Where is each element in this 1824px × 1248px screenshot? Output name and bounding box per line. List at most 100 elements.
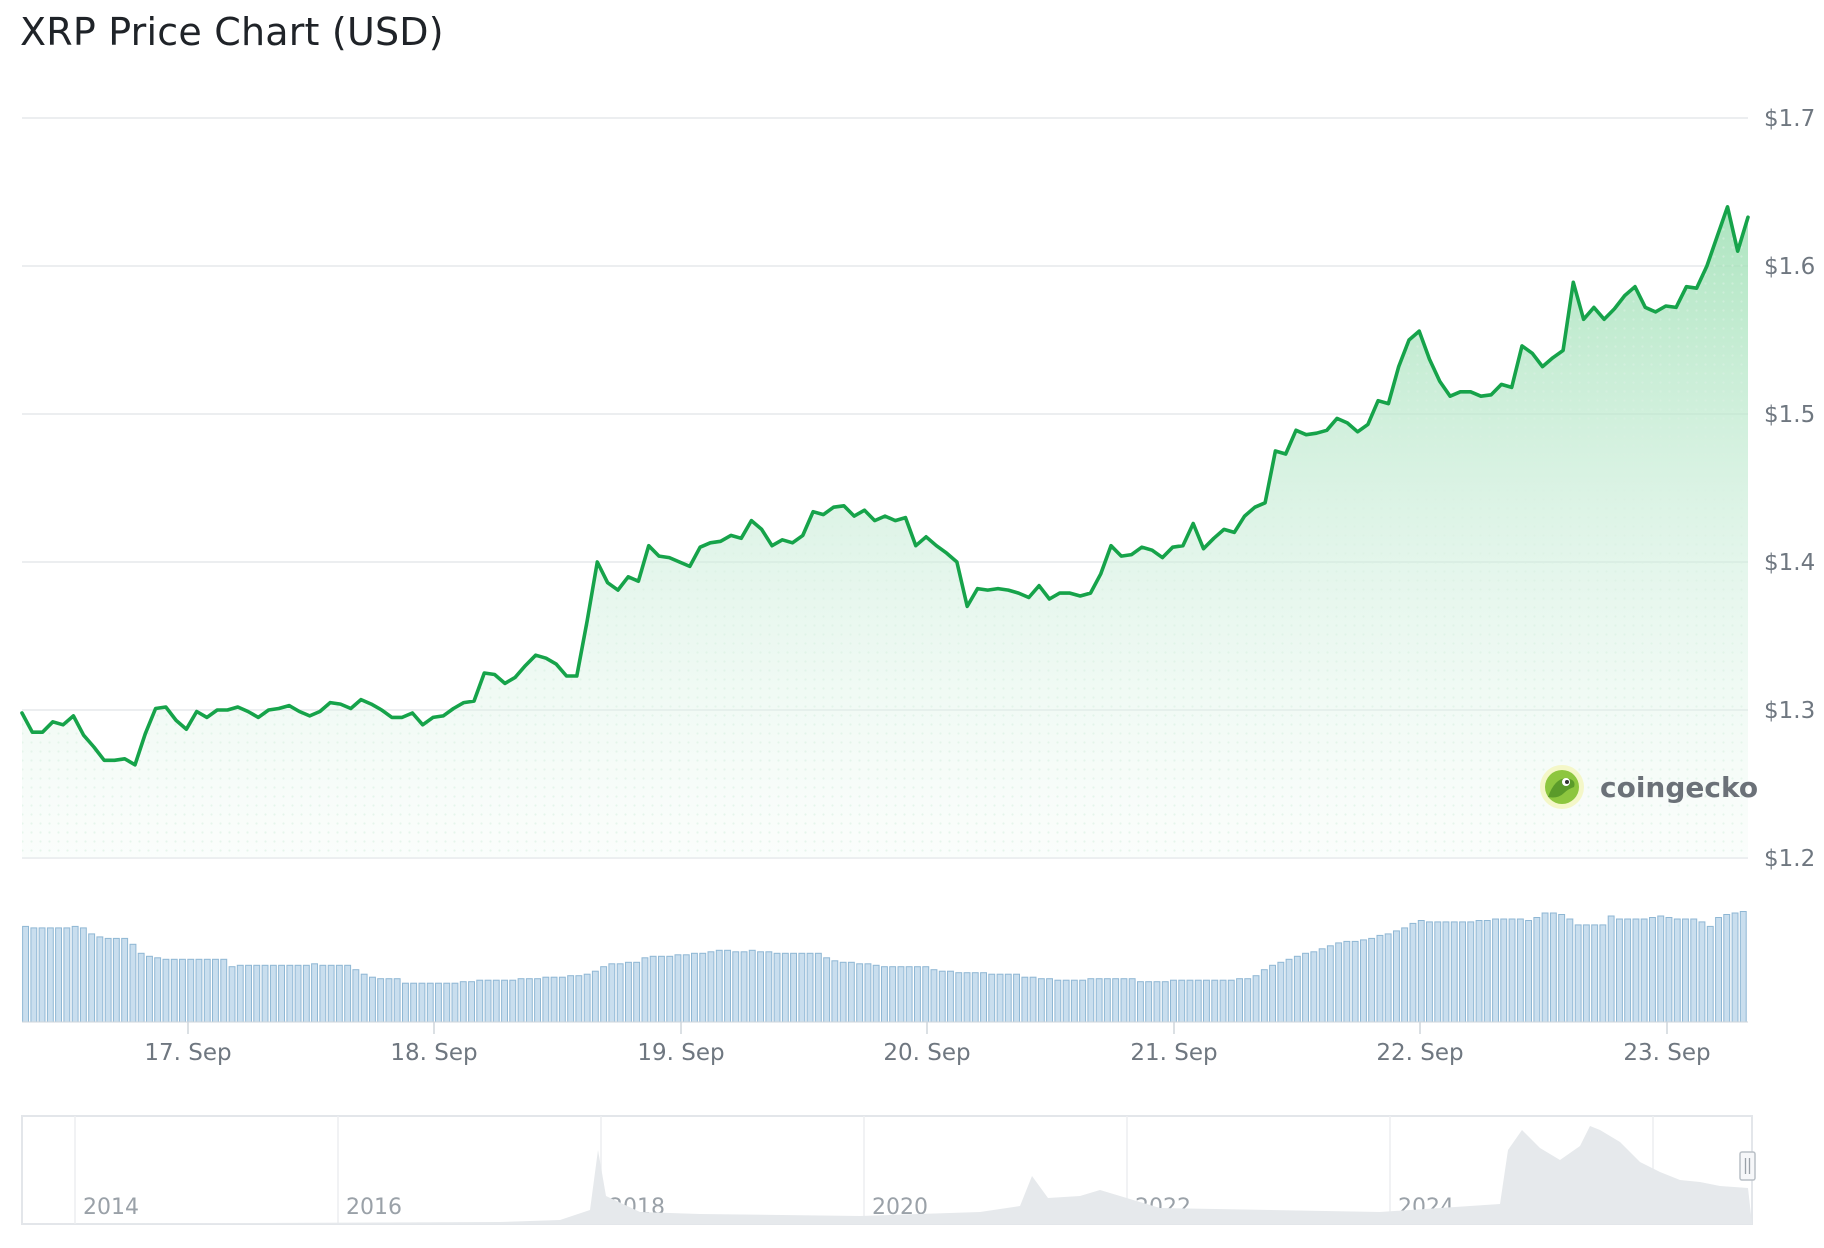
volume-bar: [501, 979, 509, 1023]
volume-bar: [1393, 930, 1400, 1023]
volume-bar: [402, 982, 409, 1023]
gecko-logo-icon: [1540, 765, 1584, 809]
volume-bar: [88, 933, 96, 1023]
volume-bar: [79, 927, 87, 1023]
volume-bar: [1384, 933, 1392, 1023]
volume-bar: [872, 964, 880, 1023]
volume-bar: [1285, 958, 1293, 1023]
volume-bar: [451, 982, 459, 1023]
volume-bar: [63, 927, 71, 1023]
volume-bar: [1706, 925, 1714, 1023]
volume-bar: [724, 949, 731, 1023]
volume-bar: [170, 958, 178, 1023]
timeline-navigator[interactable]: 2014201620182020202220242026: [21, 1115, 1756, 1225]
volume-bar: [1013, 973, 1020, 1023]
volume-bar: [765, 951, 773, 1023]
volume-bar: [781, 952, 789, 1023]
volume-bar: [748, 949, 756, 1023]
volume-bar: [525, 978, 533, 1023]
volume-bar: [261, 964, 269, 1023]
price-line-layer[interactable]: [20, 205, 1750, 767]
volume-bar: [1450, 921, 1458, 1023]
volume-bar: [1046, 978, 1053, 1023]
volume-bar: [881, 966, 888, 1023]
volume-bar: [410, 982, 418, 1023]
volume-bar: [121, 937, 129, 1023]
volume-bar: [691, 952, 698, 1023]
y-tick-label: $1.6: [1764, 254, 1815, 280]
volume-bar: [46, 927, 54, 1023]
volume-bar: [1178, 979, 1186, 1023]
volume-bar: [1219, 979, 1227, 1023]
volume-bar: [1302, 952, 1309, 1023]
volume-bar: [443, 982, 451, 1023]
volume-bar: [847, 961, 855, 1023]
volume-bar: [1566, 918, 1574, 1023]
volume-bar: [1194, 979, 1202, 1023]
volume-bar: [534, 978, 541, 1023]
y-axis: $1.2 $1.3 $1.4 $1.5 $1.6 $1.7: [1764, 106, 1815, 872]
volume-bar: [1607, 915, 1615, 1023]
volume-bar: [1227, 979, 1235, 1023]
volume-bar: [137, 952, 145, 1023]
volume-bar: [38, 927, 46, 1023]
volume-bar: [1640, 918, 1648, 1023]
y-tick-label: $1.5: [1764, 402, 1815, 428]
volume-bar: [195, 958, 203, 1023]
volume-bar: [269, 964, 277, 1023]
navigator-handle-right[interactable]: [1739, 1151, 1756, 1181]
volume-bar: [459, 981, 467, 1023]
volume-bar: [1112, 978, 1120, 1023]
volume-bar: [1673, 918, 1681, 1023]
volume-bar: [1186, 979, 1194, 1023]
volume-bar: [1632, 918, 1640, 1023]
volume-bar: [360, 973, 368, 1023]
volume-bar: [740, 951, 748, 1023]
volume-bar: [1516, 918, 1524, 1023]
volume-bar: [905, 966, 913, 1023]
volume-bar: [1021, 976, 1029, 1023]
volume-bar: [476, 979, 484, 1023]
volume-bar: [649, 955, 657, 1023]
volume-bar: [1343, 940, 1351, 1023]
volume-bar: [1153, 981, 1161, 1023]
volume-bar: [790, 952, 797, 1023]
volume-bar: [567, 975, 575, 1023]
volume-bar: [1574, 924, 1582, 1023]
volume-bar: [220, 958, 228, 1023]
volume-bar: [550, 976, 558, 1023]
volume-bar: [517, 978, 525, 1023]
volume-bar: [1541, 912, 1549, 1023]
volume-bar: [327, 964, 335, 1023]
volume-bar: [302, 964, 310, 1023]
x-tick-label: 17. Sep: [144, 1040, 231, 1066]
navigator-frame[interactable]: [21, 1115, 1753, 1225]
y-tick-label: $1.4: [1764, 550, 1815, 576]
volume-bar: [435, 982, 442, 1023]
volume-bar: [1467, 921, 1475, 1023]
volume-bar: [1326, 945, 1334, 1023]
volume-bar: [1657, 915, 1665, 1023]
chart-title: XRP Price Chart (USD): [20, 10, 444, 54]
navigator-year-label: 2014: [83, 1195, 139, 1220]
volume-bar: [1500, 918, 1508, 1023]
volume-bar: [1549, 912, 1557, 1023]
volume-bar: [203, 958, 211, 1023]
volume-bar: [1310, 951, 1318, 1023]
volume-bars: [22, 911, 1748, 1023]
volume-bar: [484, 979, 492, 1023]
x-tick-label: 23. Sep: [1623, 1040, 1710, 1066]
volume-bar: [831, 960, 839, 1023]
volume-bar: [1665, 917, 1673, 1023]
volume-bar: [146, 955, 153, 1023]
volume-bar: [1360, 939, 1367, 1023]
volume-bar: [1244, 978, 1252, 1023]
volume-bar: [1070, 979, 1078, 1023]
volume-bar: [938, 970, 946, 1023]
volume-bar: [112, 937, 120, 1023]
volume-bar: [162, 958, 170, 1023]
price-line[interactable]: [20, 205, 1750, 767]
volume-bar: [179, 958, 186, 1023]
y-tick-label: $1.7: [1764, 106, 1815, 132]
